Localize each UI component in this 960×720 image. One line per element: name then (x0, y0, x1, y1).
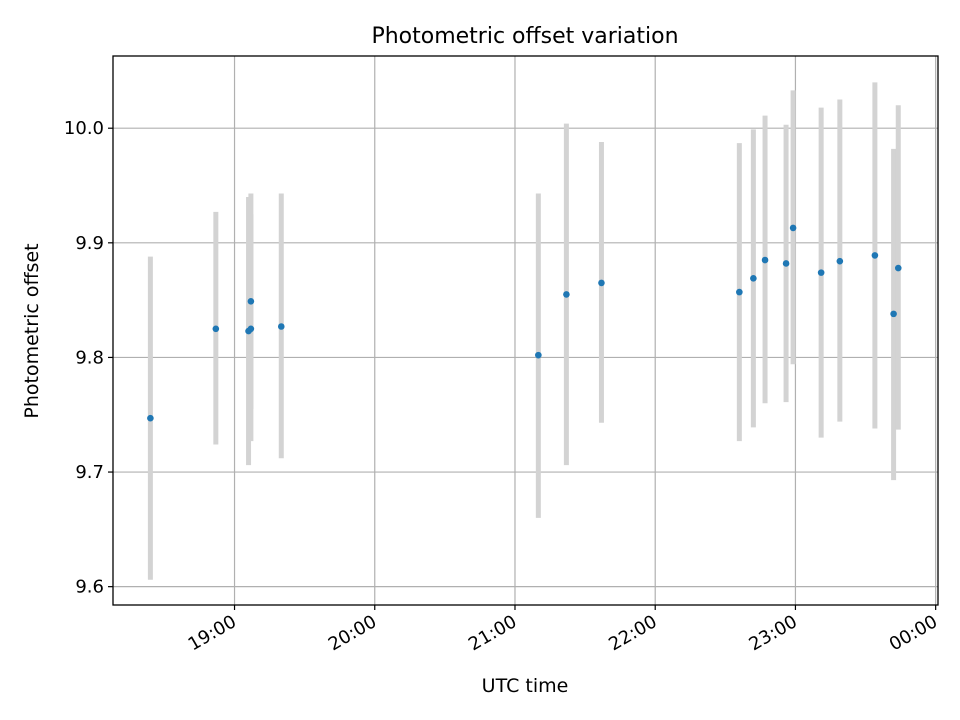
chart-title: Photometric offset variation (371, 24, 678, 49)
data-point (247, 325, 255, 333)
data-point (836, 257, 844, 265)
y-tick-label: 9.9 (75, 233, 104, 254)
y-tick-label: 9.7 (75, 462, 104, 483)
data-points (147, 224, 902, 422)
plot-frame (112, 55, 939, 606)
y-tick-label: 9.8 (75, 347, 104, 368)
data-point (894, 264, 902, 272)
x-axis-label: UTC time (482, 675, 569, 697)
y-tick-label: 9.6 (75, 577, 104, 598)
data-point (277, 323, 285, 330)
data-point (598, 279, 605, 287)
data-point (750, 275, 757, 282)
data-point (147, 414, 154, 422)
y-axis-label: Photometric offset (21, 243, 43, 418)
data-point (212, 325, 220, 333)
data-point (736, 288, 743, 296)
y-tick-label: 10.0 (64, 118, 104, 139)
data-point (782, 260, 790, 267)
data-point (535, 351, 542, 359)
data-point (761, 256, 769, 264)
data-point (789, 224, 797, 232)
data-point (890, 310, 897, 318)
data-point (817, 269, 825, 276)
data-point (871, 252, 879, 259)
data-point (563, 291, 570, 298)
data-point (247, 297, 255, 305)
